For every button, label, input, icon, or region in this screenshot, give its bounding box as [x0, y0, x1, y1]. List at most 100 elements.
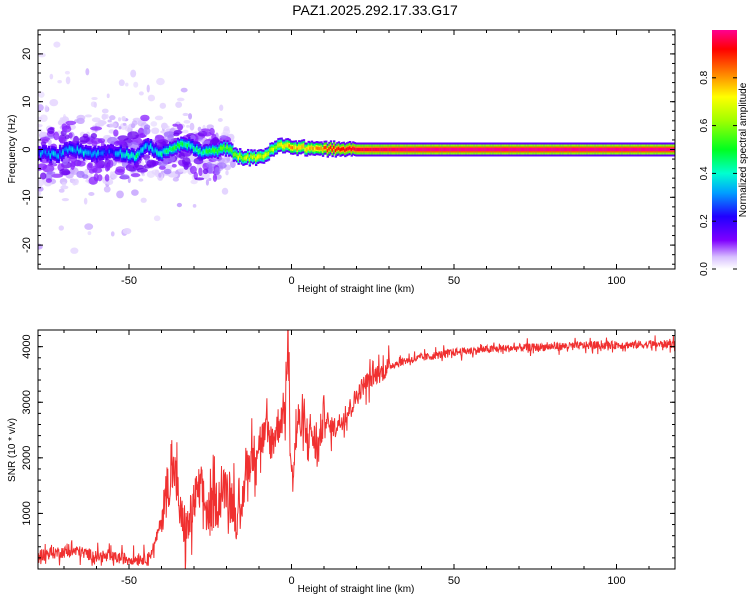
- spectrogram-ridge-segment: [555, 147, 559, 152]
- spectrogram-ridge-segment: [208, 149, 212, 153]
- spectrogram-ridge-segment: [275, 145, 279, 149]
- spectrogram-ridge-segment: [250, 154, 253, 158]
- spectrogram-ridge-segment: [506, 147, 509, 152]
- spectrogram-ridge-segment: [75, 149, 78, 153]
- spectrogram-ridge-segment: [517, 147, 521, 152]
- spectrogram-ridge-segment: [181, 142, 185, 146]
- spectrogram-ridge-segment: [621, 147, 624, 152]
- spectrogram-ridge-segment: [560, 147, 564, 152]
- colorbar-tick-label: 0.6: [699, 118, 710, 132]
- spectrogram-noise-blob: [39, 114, 48, 123]
- spectrogram-ridge-segment: [388, 147, 392, 152]
- spectrogram-cluster-blob: [51, 173, 64, 178]
- spectrogram-cluster-blob: [198, 167, 203, 177]
- spectrogram-ridge-segment: [543, 147, 546, 152]
- spectrogram-ridge-segment: [592, 147, 595, 152]
- spectrogram-noise-blob: [60, 185, 69, 190]
- spectrogram-ridge-segment: [586, 147, 589, 152]
- spectrogram-ridge-segment: [356, 147, 360, 152]
- colorbar: 0.0 0.2 0.4 0.6 0.8 Normalized spectral ampl…: [699, 30, 749, 276]
- spectrogram-cluster-blob: [65, 120, 77, 126]
- spectrogram-cluster-blob: [97, 174, 103, 182]
- spectrogram-ridge-segment: [132, 153, 135, 158]
- spectrogram-cluster-blob: [220, 134, 227, 139]
- spectrogram-ridge-segment: [442, 147, 446, 152]
- spectrogram-ridge-segment: [600, 147, 603, 152]
- spectrogram-ridge-segment: [130, 153, 134, 157]
- spectrogram-cluster-blob: [136, 167, 148, 173]
- spectrogram-ridge-segment: [270, 147, 274, 151]
- spectrogram-cluster-blob: [203, 131, 212, 137]
- spectrogram-ridge-segment: [141, 148, 145, 152]
- spectrogram-ridge-segment: [411, 147, 414, 152]
- snr-x-tick-label: 50: [448, 575, 460, 587]
- spectrogram-ridge-segment: [633, 147, 637, 152]
- spectrogram-noise-blob: [205, 179, 210, 186]
- spectrogram-ridge-segment: [423, 147, 427, 152]
- spectrogram-ridge-segment: [412, 147, 416, 152]
- snr-axes: -50 0 50 100 1000 2000 3000 4000: [21, 330, 675, 587]
- spectrogram-ridge-segment: [462, 147, 465, 152]
- spectrogram-ridge-segment: [145, 144, 148, 148]
- spectrogram-ridge-segment: [65, 147, 68, 151]
- spectrogram-ridge-segment: [667, 147, 670, 152]
- spectrogram-ridge-segment: [552, 147, 556, 152]
- spectrogram-ridge-segment: [395, 147, 398, 152]
- spectrogram-ridge-segment: [245, 156, 248, 160]
- spectrogram-ridge-segment: [576, 147, 580, 152]
- spectrogram-ridge-segment: [129, 155, 132, 159]
- spectrogram-noise-blob: [134, 117, 142, 122]
- spectrogram-ridge-segment: [299, 145, 302, 149]
- spectrogram-ridge-segment: [434, 147, 438, 152]
- spectrogram-ridge-segment: [137, 153, 140, 157]
- spectrogram-cluster-blob: [64, 134, 70, 140]
- spectrogram-ridge-segment: [606, 147, 610, 152]
- spectrogram-ridge-segment: [414, 147, 417, 152]
- spectrogram-ridge-segment: [498, 147, 502, 152]
- spectrogram-cluster-blob: [167, 134, 174, 143]
- spectrogram-ridge-segment: [648, 147, 651, 152]
- spectrogram-ridge-segment: [213, 149, 216, 153]
- spectrogram-ridge-segment: [188, 142, 191, 146]
- spectrogram-ridge-segment: [385, 147, 388, 152]
- spectrogram-ridge-segment: [51, 151, 54, 155]
- spectrogram-ridge-segment: [551, 147, 554, 152]
- spectrogram-ridge-segment: [178, 144, 181, 148]
- spectrogram-ridge-segment: [477, 147, 481, 152]
- spectrogram-noise-blob: [147, 94, 156, 102]
- figure-title: PAZ1.2025.292.17.33.G17: [292, 2, 458, 18]
- spectrogram-ridge-segment: [95, 153, 99, 157]
- spectrogram-ridge-segment: [318, 147, 322, 151]
- spectrogram-ridge-segment: [218, 148, 221, 152]
- spectrogram-cluster-blob: [158, 165, 166, 170]
- spectrogram-noise-blob: [225, 170, 229, 176]
- spectrogram-ridge-segment: [232, 153, 236, 157]
- spectrogram-ridge-segment: [239, 153, 242, 157]
- spectrogram-ridge-segment: [605, 147, 608, 152]
- spectrogram-ridge-segment: [254, 157, 258, 161]
- spectrogram-ridge-segment: [641, 147, 645, 152]
- spectrogram-ridge-segment: [508, 147, 511, 152]
- spectrogram-ridge-segment: [598, 147, 602, 152]
- spectrogram-noise-blob: [153, 215, 161, 222]
- spectrogram-ridge-segment: [489, 147, 492, 152]
- spectrogram-cluster-blob: [113, 129, 119, 137]
- spectrogram-noise-blob: [176, 97, 185, 102]
- spectrogram-ridge-segment: [309, 146, 312, 151]
- spectrogram-ridge-segment: [493, 147, 497, 152]
- spectrogram-noise-blob: [61, 181, 67, 187]
- spectrogram-ridge-segment: [568, 147, 572, 152]
- spectrogram-cluster-blob: [130, 173, 141, 178]
- spectrogram-ridge-segment: [504, 147, 508, 152]
- spectrogram-ridge-segment: [420, 147, 423, 152]
- spectrogram-noise-blob: [217, 118, 223, 123]
- spectrogram-ridge-segment: [71, 147, 75, 152]
- spectrogram-ridge-segment: [103, 149, 107, 153]
- spectrogram-noise-blob: [133, 81, 139, 88]
- spectrogram-ridge-segment: [438, 147, 441, 152]
- spectrogram-ridge-segment: [503, 147, 506, 152]
- snr-x-tick-label: 0: [288, 575, 294, 587]
- spectrogram-ridge-segment: [331, 148, 334, 152]
- spectrogram-ridge-segment: [323, 146, 326, 150]
- spectrogram-ridge-segment: [76, 146, 80, 150]
